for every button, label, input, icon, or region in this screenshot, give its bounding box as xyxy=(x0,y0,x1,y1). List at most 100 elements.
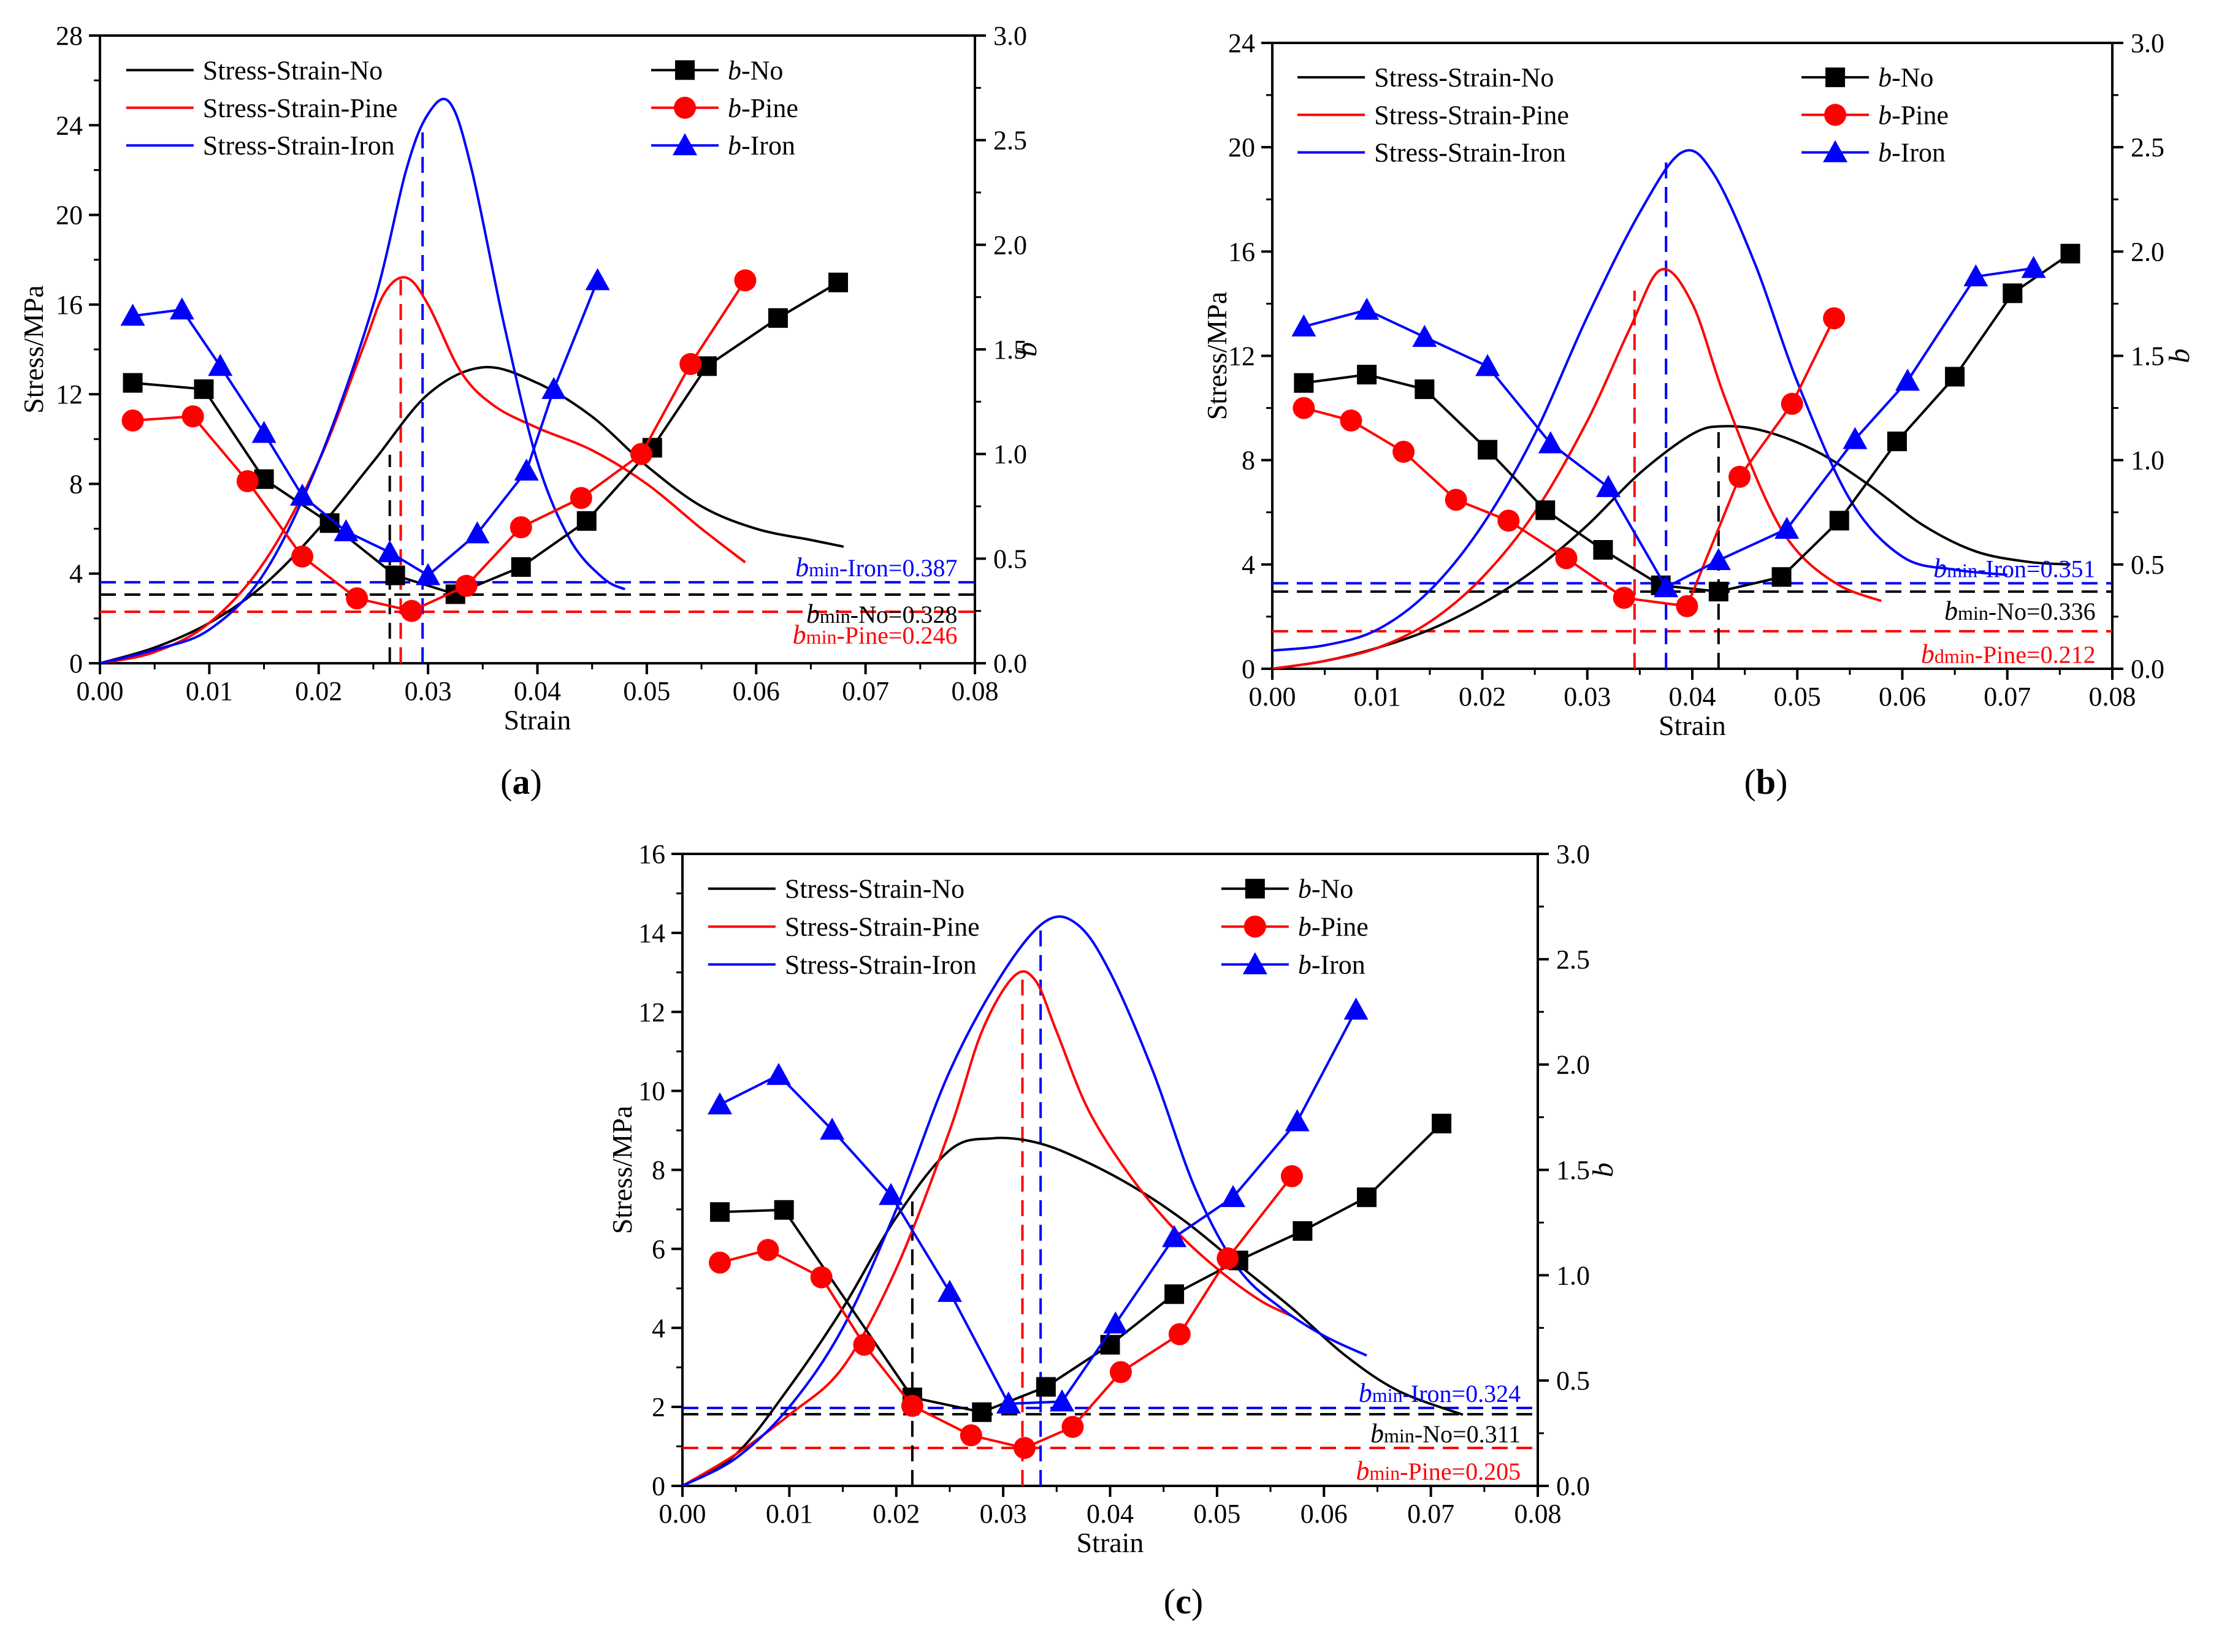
y-tick-label: 16 xyxy=(638,839,665,869)
stress-curve-no xyxy=(100,365,844,663)
legend-marker-b-no xyxy=(675,60,695,80)
plot-area xyxy=(1272,149,2112,669)
x-tick-label: 0.00 xyxy=(77,676,124,706)
b-point-pine xyxy=(455,574,478,597)
b-line-iron xyxy=(719,1009,1358,1406)
b-point-pine xyxy=(291,545,313,568)
b-point-pine xyxy=(400,600,423,622)
legend-label-b-no: b-No xyxy=(1298,874,1353,904)
b-point-no xyxy=(774,1200,794,1220)
bmin-label-iron: bmin-Iron=0.351 xyxy=(1933,553,2095,583)
b-point-no xyxy=(194,379,214,399)
b-line-no xyxy=(132,281,839,596)
y2-axis-label: b xyxy=(1010,342,1043,357)
bmin-label-iron: bmin-Iron=0.324 xyxy=(1359,1378,1521,1408)
y2-tick-label: 0.0 xyxy=(993,649,1027,679)
legend-label-b-pine: b-Pine xyxy=(1298,912,1369,942)
y-tick-label: 8 xyxy=(69,469,83,499)
b-point-no xyxy=(1945,367,1965,387)
legend-label-stress-iron: Stress-Strain-Iron xyxy=(1374,138,1566,168)
b-point-iron xyxy=(416,563,441,585)
b-point-iron xyxy=(169,297,194,320)
legend-label-b-pine: b-Pine xyxy=(1878,100,1949,130)
x-tick-label: 0.04 xyxy=(514,676,561,706)
legend-label-stress-pine: Stress-Strain-Pine xyxy=(1374,100,1569,130)
b-point-pine xyxy=(630,443,652,465)
x-tick-label: 0.01 xyxy=(766,1499,813,1529)
b-point-no xyxy=(710,1202,730,1222)
legend-marker-b-pine xyxy=(674,96,697,119)
b-point-no xyxy=(511,557,531,577)
b-line-no xyxy=(719,1122,1443,1414)
b-point-pine xyxy=(679,352,702,375)
legend-label-b-iron: b-Iron xyxy=(728,131,795,161)
y2-tick-label: 3.0 xyxy=(993,21,1027,51)
b-point-no xyxy=(2003,283,2023,303)
y2-tick-label: 2.0 xyxy=(1556,1050,1590,1080)
b-point-iron xyxy=(1596,474,1621,497)
y-axis-label: Stress/MPa xyxy=(18,285,49,414)
b-point-no xyxy=(1829,511,1849,531)
x-axis-label: Strain xyxy=(504,704,571,736)
b-point-no xyxy=(1357,365,1377,385)
x-tick-label: 0.01 xyxy=(186,676,233,706)
y-tick-label: 24 xyxy=(1228,28,1255,58)
b-point-iron xyxy=(289,483,315,506)
b-point-iron xyxy=(766,1062,791,1085)
x-tick-label: 0.00 xyxy=(1249,682,1296,712)
b-point-no xyxy=(1357,1187,1377,1208)
bmin-label-pine: bmin-Pine=0.205 xyxy=(1356,1456,1521,1486)
x-tick-label: 0.03 xyxy=(405,676,452,706)
b-point-no xyxy=(1771,567,1792,587)
b-point-pine xyxy=(1392,441,1415,463)
y2-tick-label: 2.0 xyxy=(993,230,1027,260)
b-point-no xyxy=(768,308,788,328)
x-tick-label: 0.02 xyxy=(295,676,342,706)
b-point-pine xyxy=(1613,587,1635,609)
y2-tick-label: 0.5 xyxy=(993,544,1027,574)
y2-tick-label: 1.0 xyxy=(2131,446,2164,476)
b-point-pine xyxy=(570,487,592,509)
b-point-iron xyxy=(1774,516,1800,539)
b-line-iron xyxy=(1303,267,2034,589)
legend-label-stress-iron: Stress-Strain-Iron xyxy=(785,950,977,980)
y-tick-label: 20 xyxy=(56,200,83,230)
stress-curve-iron xyxy=(100,97,626,663)
y-tick-label: 8 xyxy=(1242,446,1255,476)
y-tick-label: 12 xyxy=(56,379,83,409)
b-point-iron xyxy=(208,354,233,376)
y-tick-label: 0 xyxy=(69,649,83,679)
b-point-no xyxy=(1478,440,1498,460)
b-point-iron xyxy=(541,376,567,399)
b-point-iron xyxy=(465,521,490,544)
b-point-pine xyxy=(757,1239,779,1262)
x-tick-label: 0.05 xyxy=(623,676,670,706)
legend-marker-b-pine xyxy=(1824,104,1847,126)
b-point-pine xyxy=(181,405,204,428)
legend-label-stress-pine: Stress-Strain-Pine xyxy=(203,93,398,123)
bmin-label-pine: bdmin-Pine=0.212 xyxy=(1921,639,2096,669)
y-tick-label: 4 xyxy=(69,559,83,589)
b-point-no xyxy=(1535,500,1556,520)
legend-label-stress-no: Stress-Strain-No xyxy=(203,55,383,85)
b-point-iron xyxy=(1050,1389,1075,1412)
y2-tick-label: 2.5 xyxy=(993,126,1027,156)
plot-area xyxy=(682,915,1538,1486)
y-tick-label: 16 xyxy=(56,290,83,320)
b-point-iron xyxy=(251,421,277,443)
y-tick-label: 24 xyxy=(56,110,83,140)
legend-label-stress-no: Stress-Strain-No xyxy=(785,874,964,904)
legend-label-b-no: b-No xyxy=(1878,63,1933,93)
b-point-iron xyxy=(585,268,610,291)
y2-tick-label: 0.0 xyxy=(2131,654,2164,684)
legend-label-stress-pine: Stress-Strain-Pine xyxy=(785,912,980,942)
b-point-no xyxy=(1036,1377,1056,1397)
x-tick-label: 0.04 xyxy=(1087,1499,1134,1529)
b-point-pine xyxy=(236,470,259,493)
b-point-iron xyxy=(1895,368,1920,391)
x-tick-label: 0.06 xyxy=(733,676,780,706)
b-point-no xyxy=(1708,582,1728,602)
b-point-pine xyxy=(1061,1415,1084,1438)
b-point-pine xyxy=(1216,1247,1239,1269)
